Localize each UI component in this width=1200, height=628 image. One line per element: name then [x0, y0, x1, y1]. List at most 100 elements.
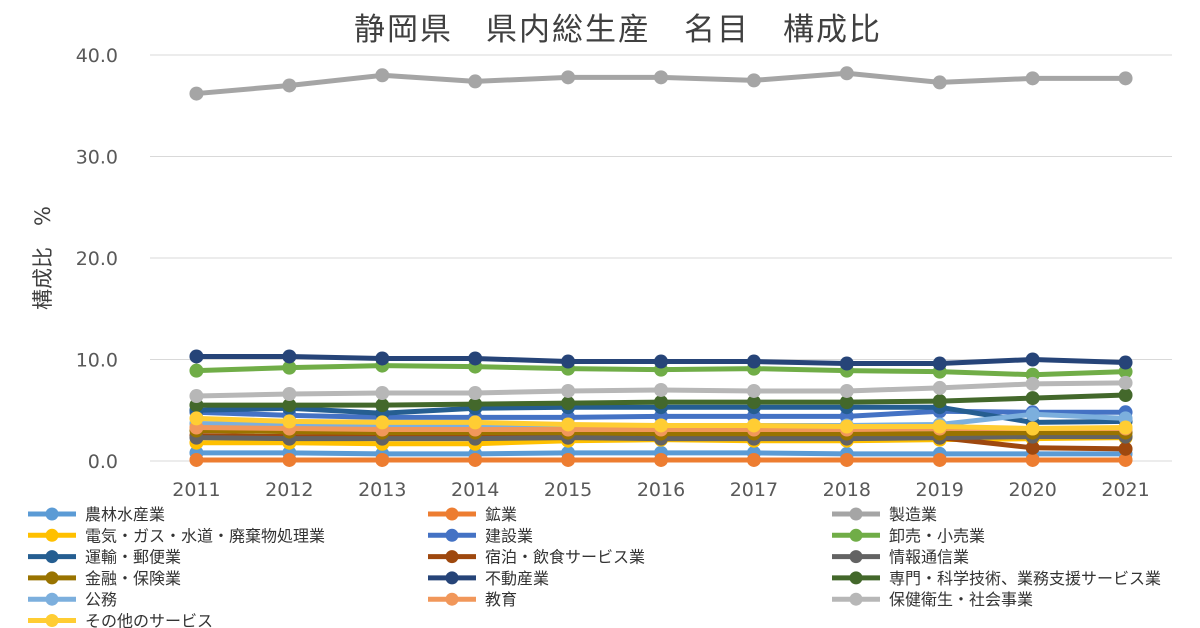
legend-item: 卸売・小売業 [832, 526, 985, 545]
x-tick-label: 2017 [730, 479, 778, 501]
series-鉱業 [189, 452, 1133, 467]
y-tick-label: 10.0 [76, 350, 118, 372]
data-point [561, 452, 576, 467]
legend-marker [445, 528, 459, 542]
legend-marker [849, 592, 863, 606]
data-point [654, 382, 668, 397]
data-point [746, 418, 761, 433]
data-point [1118, 388, 1133, 403]
data-point [189, 86, 204, 101]
data-point [746, 395, 761, 410]
data-point [839, 452, 854, 467]
legend-marker [849, 507, 863, 521]
data-point [375, 351, 390, 366]
data-point [189, 389, 204, 404]
data-point [1025, 71, 1040, 86]
legend-label: 製造業 [889, 505, 937, 524]
legend-item: 保健衛生・社会事業 [832, 590, 1033, 609]
data-point [746, 73, 761, 88]
data-point [746, 354, 761, 369]
data-point [654, 452, 668, 467]
y-tick-label: 20.0 [76, 248, 118, 270]
data-point [654, 418, 668, 433]
y-tick-label: 40.0 [76, 45, 118, 67]
legend-marker [849, 571, 863, 585]
data-point [932, 380, 947, 395]
series-保健衛生・社会事業 [189, 375, 1133, 404]
y-tick-label: 0.0 [88, 451, 118, 473]
data-point [282, 360, 297, 375]
data-point [282, 398, 297, 413]
data-point [189, 411, 204, 426]
data-point [282, 414, 297, 429]
x-tick-label: 2011 [172, 479, 220, 501]
data-point [1025, 421, 1040, 436]
data-point [1025, 407, 1040, 422]
x-tick-label: 2020 [1008, 479, 1056, 501]
data-point [839, 419, 854, 434]
legend-label: 農林水産業 [85, 505, 165, 524]
legend-item: 電気・ガス・水道・廃棄物処理業 [28, 526, 325, 545]
data-point [746, 383, 761, 398]
data-point [1025, 440, 1040, 455]
legend-label: 不動産業 [485, 569, 549, 588]
data-point [654, 70, 668, 85]
x-tick-label: 2014 [451, 479, 499, 501]
legend-marker [45, 528, 59, 542]
data-point [282, 349, 297, 364]
series-group [189, 66, 1133, 467]
legend-label: 公務 [85, 590, 117, 609]
legend-label: 電気・ガス・水道・廃棄物処理業 [85, 526, 325, 545]
data-point [561, 383, 576, 398]
legend-item: 公務 [28, 590, 117, 609]
data-point [839, 395, 854, 410]
data-point [654, 395, 668, 410]
data-point [468, 385, 483, 400]
legend-item: その他のサービス [28, 612, 213, 628]
data-point [561, 417, 576, 432]
legend-marker [45, 550, 59, 564]
data-point [468, 351, 483, 366]
data-point [561, 354, 576, 369]
legend-item: 情報通信業 [832, 548, 969, 567]
data-point [375, 415, 390, 430]
data-point [654, 354, 668, 369]
x-tick-label: 2018 [823, 479, 871, 501]
data-point [561, 396, 576, 411]
y-axis-label: 構成比 % [31, 206, 55, 310]
data-point [839, 356, 854, 371]
data-point [189, 349, 204, 364]
y-axis-ticks: 0.0 10.0 20.0 30.0 40.0 [76, 45, 118, 473]
legend-label: 金融・保険業 [85, 569, 181, 588]
data-point [1118, 375, 1133, 390]
legend-marker [45, 507, 59, 521]
data-point [282, 387, 297, 402]
data-point [468, 415, 483, 430]
data-point [1025, 376, 1040, 391]
data-point [932, 356, 947, 371]
series-専門・科学技術、業務支援サービス業 [189, 388, 1133, 413]
legend-item: 農林水産業 [28, 505, 165, 524]
data-point [839, 66, 854, 81]
data-point [932, 452, 947, 467]
data-point [1118, 452, 1133, 467]
data-point [1025, 452, 1040, 467]
legend-marker [45, 614, 59, 627]
chart-title: 静岡県 県内総生産 名目 構成比 [354, 12, 882, 48]
x-tick-label: 2012 [265, 479, 313, 501]
legend-label: 保健衛生・社会事業 [889, 590, 1033, 609]
legend-item: 教育 [428, 590, 517, 609]
legend-item: 専門・科学技術、業務支援サービス業 [832, 569, 1161, 588]
data-point [189, 452, 204, 467]
legend-marker [445, 571, 459, 585]
data-point [839, 383, 854, 398]
legend-marker [445, 507, 459, 521]
legend-label: 専門・科学技術、業務支援サービス業 [889, 569, 1161, 588]
data-point [189, 363, 204, 378]
data-point [932, 419, 947, 434]
legend-label: 教育 [485, 590, 517, 609]
x-tick-label: 2021 [1101, 479, 1149, 501]
data-point [932, 394, 947, 409]
data-point [746, 452, 761, 467]
